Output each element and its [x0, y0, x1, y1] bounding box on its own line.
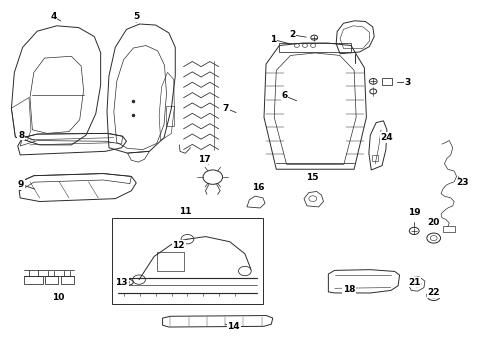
Text: 9: 9 [18, 180, 24, 189]
Bar [112, 218, 263, 304]
Bar [24, 276, 42, 284]
Text: 17: 17 [198, 155, 210, 164]
Text: 13: 13 [115, 278, 127, 287]
Bar [165, 107, 174, 126]
Text: 14: 14 [227, 322, 240, 331]
Text: 16: 16 [251, 183, 264, 192]
Bar [157, 252, 184, 271]
Text: 18: 18 [343, 285, 355, 294]
Text: 6: 6 [281, 91, 287, 100]
Text: 5: 5 [133, 12, 139, 21]
Text: 4: 4 [50, 12, 57, 21]
Text: 21: 21 [407, 278, 420, 287]
Text: 7: 7 [223, 104, 229, 113]
Text: 11: 11 [179, 207, 191, 216]
Text: 8: 8 [18, 131, 24, 140]
Text: 1: 1 [269, 35, 275, 44]
Text: 10: 10 [52, 293, 64, 302]
Bar [442, 226, 454, 232]
Text: 19: 19 [407, 208, 420, 217]
Text: 12: 12 [172, 241, 184, 250]
Text: 24: 24 [380, 133, 392, 142]
Text: 22: 22 [427, 288, 439, 297]
Bar [61, 276, 74, 284]
Text: 20: 20 [427, 218, 439, 227]
Bar [381, 78, 391, 85]
Bar [371, 155, 377, 161]
Bar [44, 276, 58, 284]
Text: 3: 3 [404, 78, 410, 87]
Text: 2: 2 [288, 30, 295, 39]
Text: 15: 15 [305, 173, 317, 182]
Text: 23: 23 [456, 178, 468, 187]
